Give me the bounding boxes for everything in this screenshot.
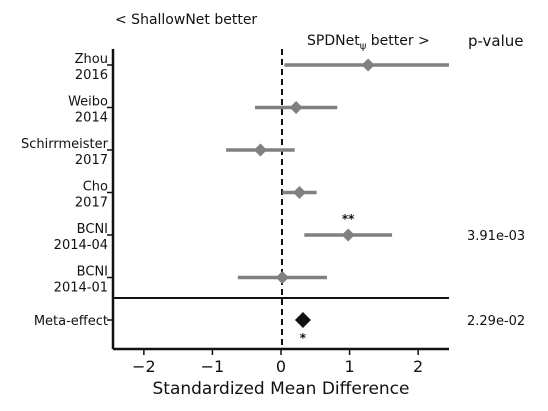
header-right-subscript: ψ xyxy=(360,41,367,52)
study-label-line2: 2016 xyxy=(75,68,108,83)
meta-row: Meta-effect * 2.29e-02 xyxy=(34,312,525,345)
study-estimate-marker xyxy=(275,271,289,284)
header-left: < ShallowNet better xyxy=(115,12,257,28)
study-label-line2: 2014-04 xyxy=(54,238,108,253)
study-estimate-marker xyxy=(289,101,303,114)
x-tick-label: 0 xyxy=(276,357,286,376)
study-label-line2: 2017 xyxy=(75,153,108,168)
study-label-line1: BCNI xyxy=(77,265,108,280)
x-tick-label: 1 xyxy=(344,357,354,376)
meta-significance-star: * xyxy=(300,331,307,345)
meta-estimate-marker xyxy=(294,312,311,328)
study-label-line1: Cho xyxy=(83,180,108,195)
header-right: SPDNetψ better > xyxy=(307,33,430,52)
x-axis-label: Standardized Mean Difference xyxy=(152,379,409,399)
x-tick-label: −2 xyxy=(132,357,156,376)
study-label-line2: 2017 xyxy=(75,196,108,211)
study-label-line2: 2014 xyxy=(75,111,108,126)
x-tick-label: 2 xyxy=(413,357,423,376)
meta-pvalue: 2.29e-02 xyxy=(467,314,525,329)
x-axis-ticks: −2 −1 0 1 2 xyxy=(132,349,423,376)
study-rows: Zhou2016Weibo2014Schirrmeister2017Cho201… xyxy=(21,52,525,296)
study-label-line1: Weibo xyxy=(68,95,108,110)
study-pvalue: 3.91e-03 xyxy=(467,229,525,244)
header-right-text: SPDNet xyxy=(307,33,360,49)
study-estimate-marker xyxy=(293,186,307,199)
meta-label: Meta-effect xyxy=(34,314,108,329)
pvalue-header: p-value xyxy=(468,32,524,50)
study-label-line2: 2014-01 xyxy=(54,281,108,296)
study-label-line1: Schirrmeister xyxy=(21,137,109,152)
header-right-suffix: better > xyxy=(366,33,429,49)
study-label-line1: BCNI xyxy=(77,222,108,237)
study-estimate-marker xyxy=(341,228,355,242)
study-estimate-marker xyxy=(361,58,375,72)
x-tick-label: −1 xyxy=(201,357,225,376)
study-estimate-marker xyxy=(253,143,267,157)
study-label-line1: Zhou xyxy=(75,52,108,67)
significance-stars: ** xyxy=(342,212,355,226)
